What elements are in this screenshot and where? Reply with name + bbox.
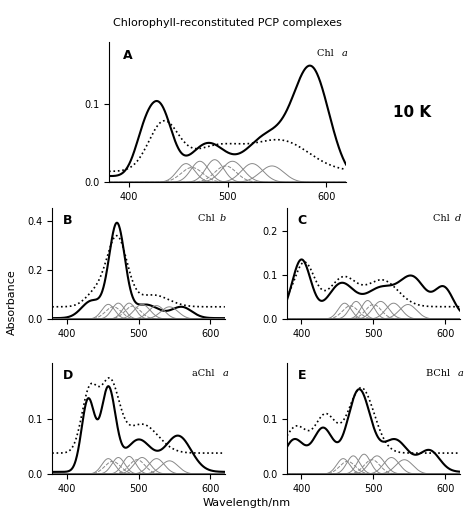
Text: Chl: Chl bbox=[198, 214, 218, 223]
Text: Absorbance: Absorbance bbox=[7, 269, 17, 335]
Text: d: d bbox=[455, 214, 461, 223]
Text: A: A bbox=[123, 49, 133, 61]
Text: Wavelength/nm: Wavelength/nm bbox=[202, 498, 291, 508]
Text: 10 K: 10 K bbox=[393, 105, 431, 119]
Text: BChl: BChl bbox=[426, 369, 453, 378]
Text: B: B bbox=[63, 214, 72, 227]
Text: b: b bbox=[220, 214, 226, 223]
Text: Chl: Chl bbox=[317, 49, 337, 58]
Text: C: C bbox=[297, 214, 307, 227]
Text: Chlorophyll-reconstituted PCP complexes: Chlorophyll-reconstituted PCP complexes bbox=[113, 18, 342, 28]
Text: E: E bbox=[297, 369, 306, 382]
Text: aChl: aChl bbox=[192, 369, 218, 378]
Text: a: a bbox=[222, 369, 228, 378]
Text: Chl: Chl bbox=[433, 214, 453, 223]
Text: a: a bbox=[342, 49, 348, 58]
Text: D: D bbox=[63, 369, 73, 382]
Text: a: a bbox=[457, 369, 463, 378]
